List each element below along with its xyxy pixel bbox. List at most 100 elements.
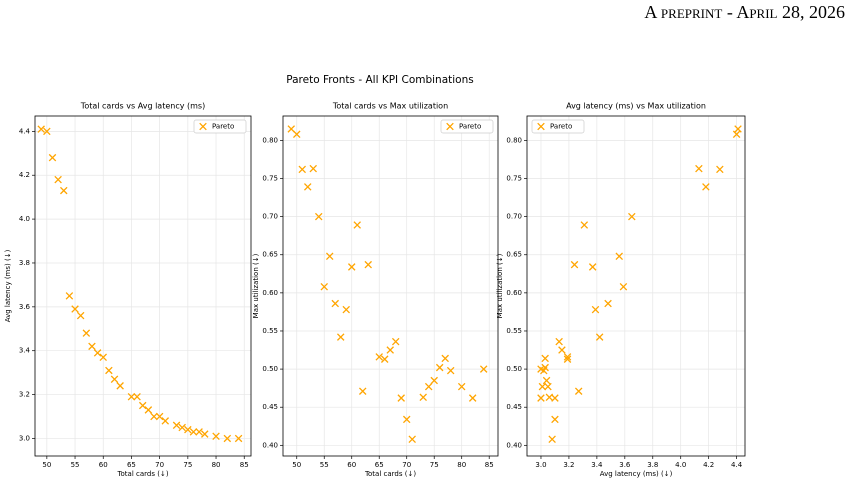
legend-label: Pareto: [212, 123, 234, 131]
x-axis-label: Total cards (↓): [364, 470, 416, 478]
x-tick-label: 80: [212, 461, 221, 469]
y-tick-label: 0.60: [506, 289, 522, 297]
marker: [695, 164, 703, 173]
y-tick-label: 3.2: [19, 391, 30, 399]
x-tick-label: 70: [402, 461, 411, 469]
marker: [732, 130, 741, 139]
marker: [402, 415, 411, 424]
x-tick-label: 60: [347, 461, 356, 469]
y-tick-label: 0.50: [506, 365, 522, 373]
y-tick-label: 4.2: [19, 171, 30, 179]
legend-label: Pareto: [459, 123, 481, 131]
marker: [545, 393, 554, 402]
y-tick-label: 3.6: [19, 303, 31, 311]
y-tick-label: 3.8: [19, 259, 30, 267]
x-tick-label: 4.2: [703, 461, 714, 469]
chart: 50 55 60 65 70 75 80 85 3.0 3.2 3.4 3.6 3.8 4.0 4.2 4.4…: [4, 102, 252, 478]
marker: [604, 299, 612, 308]
marker: [537, 365, 545, 373]
marker: [223, 434, 232, 443]
chart-title: Total cards vs Max utilization: [332, 102, 448, 111]
marker: [538, 382, 547, 391]
marker: [88, 342, 96, 351]
x-tick-label: 50: [42, 461, 51, 469]
x-tick-label: 3.4: [591, 461, 603, 469]
marker: [702, 183, 710, 191]
marker: [558, 346, 566, 354]
marker: [541, 354, 549, 363]
y-tick-label: 0.65: [506, 251, 522, 259]
figure-title: Pareto Fronts - All KPI Combinations: [286, 74, 473, 86]
marker: [419, 393, 427, 402]
marker: [591, 305, 600, 314]
x-tick-label: 85: [240, 461, 249, 469]
marker: [43, 127, 51, 136]
marker: [155, 412, 164, 421]
marker: [76, 311, 85, 320]
y-tick-label: 3.4: [19, 347, 31, 355]
marker: [48, 153, 57, 162]
marker: [397, 394, 405, 402]
chart-title: Total cards vs Avg latency (ms): [80, 102, 205, 111]
legend-marker: [199, 122, 207, 131]
marker: [37, 125, 45, 133]
marker: [391, 337, 400, 346]
legend-box: [440, 119, 494, 134]
marker: [386, 346, 394, 354]
marker: [320, 283, 328, 291]
y-tick-label: 0.70: [506, 213, 522, 221]
y-axis-label: Max utilization (↓): [496, 253, 504, 318]
y-tick-label: 0.65: [262, 251, 278, 259]
x-tick-label: 70: [155, 461, 164, 469]
x-axis-label: Avg latency (ms) (↓): [600, 470, 673, 478]
marker: [138, 401, 147, 410]
marker: [479, 365, 488, 373]
marker: [116, 382, 124, 390]
x-tick-label: 85: [485, 461, 494, 469]
plot-frame: [34, 115, 252, 457]
y-tick-label: 0.60: [262, 289, 278, 297]
y-tick-label: 0.75: [262, 175, 278, 183]
y-tick-label: 0.55: [506, 327, 522, 335]
marker: [178, 423, 186, 432]
x-tick-label: 3.8: [647, 461, 658, 469]
marker: [457, 382, 466, 391]
marker: [292, 130, 301, 139]
marker: [574, 387, 583, 395]
marker: [93, 349, 102, 357]
marker: [364, 260, 372, 269]
legend-marker: [537, 122, 545, 131]
marker: [548, 435, 556, 443]
marker: [580, 221, 589, 229]
marker: [309, 164, 318, 173]
page-header: A preprint - April 28, 2026: [644, 2, 845, 22]
marker: [105, 366, 113, 375]
x-tick-label: 55: [71, 461, 80, 469]
y-tick-label: 4.0: [19, 215, 30, 223]
marker: [588, 263, 597, 271]
marker: [628, 212, 636, 221]
marker: [150, 412, 158, 421]
marker: [189, 428, 198, 436]
y-tick-label: 0.50: [262, 365, 278, 373]
chart: 50 55 60 65 70 75 80 85 0.40 0.45 0.50 0.55 0.60 0.65…: [252, 102, 499, 478]
x-tick-label: 65: [127, 461, 136, 469]
y-tick-label: 0.40: [506, 441, 522, 449]
marker: [99, 353, 107, 362]
marker: [430, 376, 438, 385]
marker: [212, 432, 220, 441]
x-tick-label: 3.2: [563, 461, 574, 469]
y-tick-label: 0.45: [262, 403, 278, 411]
marker: [342, 305, 350, 314]
marker: [172, 421, 181, 430]
marker: [424, 382, 433, 391]
marker: [441, 354, 449, 363]
x-tick-label: 50: [292, 461, 301, 469]
marker: [353, 221, 361, 229]
chart-title: Avg latency (ms) vs Max utilization: [566, 102, 706, 111]
marker: [65, 292, 74, 300]
x-tick-label: 4.4: [731, 461, 743, 469]
marker: [716, 165, 724, 174]
marker: [408, 435, 416, 443]
